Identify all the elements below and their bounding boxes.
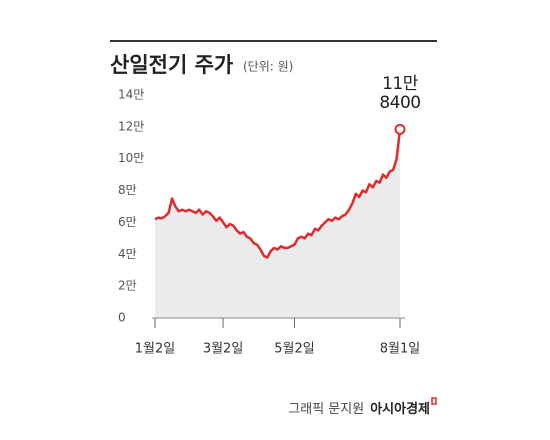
credit: 그래픽 문지원 아시아경제 xyxy=(288,401,430,417)
logo-mark xyxy=(431,397,437,405)
area xyxy=(155,129,400,318)
y-tick-label: 0 xyxy=(118,311,126,325)
credit-text: 그래픽 문지원 xyxy=(288,402,364,417)
y-tick-label: 4만 xyxy=(118,247,137,261)
x-tick-label: 1월2일 xyxy=(135,342,175,357)
last-point xyxy=(394,123,406,135)
y-tick-label: 10만 xyxy=(118,151,144,165)
y-tick-label: 8만 xyxy=(118,183,137,197)
x-tick-label: 8월1일 xyxy=(380,342,420,357)
y-tick-label: 12만 xyxy=(118,119,144,133)
last-value-label: 11만 8400 xyxy=(379,74,421,114)
y-tick-label: 14만 xyxy=(118,88,144,102)
price-line xyxy=(154,129,402,259)
x-tick-label: 3월2일 xyxy=(203,342,243,357)
y-tick-label: 6만 xyxy=(118,215,137,229)
chart-subtitle: (단위: 원) xyxy=(243,60,293,74)
y-tick-label: 2만 xyxy=(118,279,137,293)
chart-title: 산일전기 주가 xyxy=(110,53,234,77)
x-tick-label: 5월2일 xyxy=(274,342,314,357)
source-text: 아시아경제 xyxy=(370,401,430,417)
